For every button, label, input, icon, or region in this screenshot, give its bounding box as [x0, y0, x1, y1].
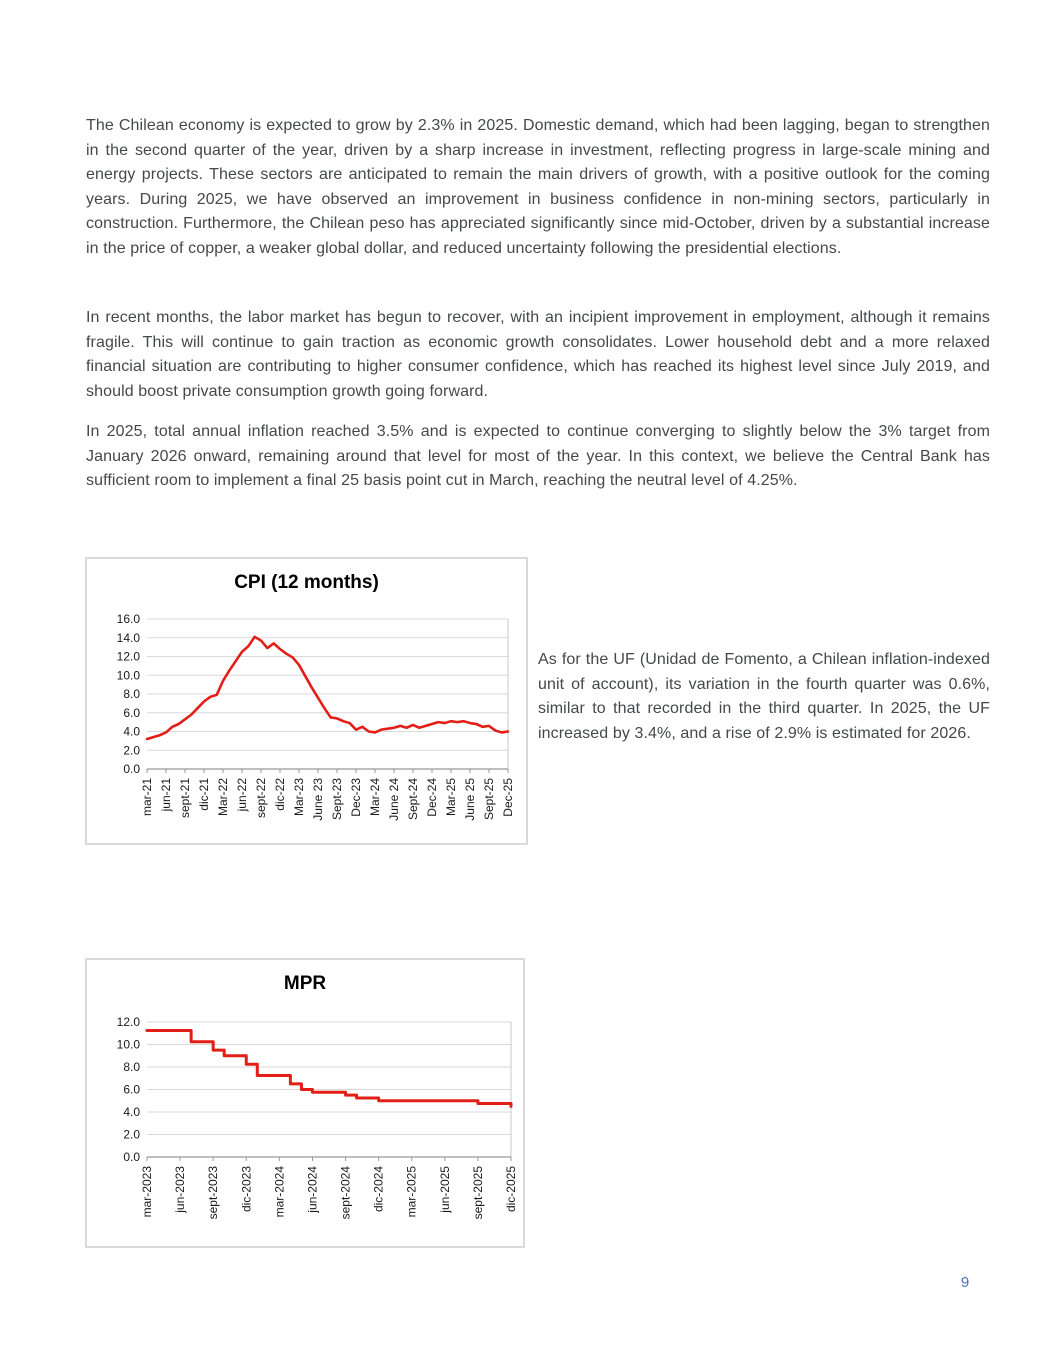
paragraph-growth-outlook: The Chilean economy is expected to grow … [86, 117, 990, 257]
svg-text:4.0: 4.0 [123, 725, 140, 739]
svg-text:dic-21: dic-21 [197, 778, 211, 811]
svg-text:10.0: 10.0 [117, 1038, 141, 1052]
svg-text:0.0: 0.0 [123, 1150, 140, 1164]
svg-text:jun-2025: jun-2025 [438, 1166, 452, 1214]
svg-text:16.0: 16.0 [117, 612, 141, 626]
svg-text:Mar-24: Mar-24 [368, 778, 382, 816]
svg-text:dic-2024: dic-2024 [372, 1166, 386, 1212]
svg-text:8.0: 8.0 [123, 1060, 140, 1074]
svg-text:10.0: 10.0 [117, 668, 141, 682]
svg-text:jun-21: jun-21 [159, 778, 173, 813]
svg-text:Dec-24: Dec-24 [425, 778, 439, 817]
svg-text:mar-2023: mar-2023 [140, 1166, 154, 1218]
page-number: 9 [960, 1274, 970, 1291]
svg-text:6.0: 6.0 [123, 1083, 140, 1097]
svg-text:Sept-23: Sept-23 [330, 778, 344, 820]
svg-text:dic-2023: dic-2023 [239, 1166, 253, 1212]
svg-text:12.0: 12.0 [117, 1015, 141, 1029]
paragraph-uf: As for the UF (Unidad de Fomento, a Chil… [538, 651, 990, 742]
svg-text:jun-2023: jun-2023 [173, 1166, 187, 1214]
svg-text:Dec-23: Dec-23 [349, 778, 363, 817]
svg-text:8.0: 8.0 [123, 687, 140, 701]
svg-text:Mar-22: Mar-22 [216, 778, 230, 816]
svg-text:12.0: 12.0 [117, 650, 141, 664]
svg-text:mar-2025: mar-2025 [405, 1166, 419, 1218]
svg-text:6.0: 6.0 [123, 706, 140, 720]
svg-text:14.0: 14.0 [117, 631, 141, 645]
svg-text:2.0: 2.0 [123, 1128, 140, 1142]
mpr-chart-title: MPR [283, 973, 327, 994]
svg-text:4.0: 4.0 [123, 1105, 140, 1119]
svg-text:sept-2023: sept-2023 [206, 1166, 220, 1220]
paragraph-inflation-policy: In 2025, total annual inflation reached … [86, 423, 990, 489]
svg-text:dic-22: dic-22 [273, 778, 287, 811]
paragraph-labor-market: In recent months, the labor market has b… [86, 309, 990, 400]
svg-text:June 24: June 24 [387, 778, 401, 821]
svg-text:June 23: June 23 [311, 778, 325, 821]
cpi-chart-title: CPI (12 months) [234, 572, 379, 593]
cpi-chart-plot: 0.0 2.0 4.0 6.0 8.0 10.0 12.0 14.0 16.0 mar-21 jun… [117, 612, 515, 821]
svg-text:jun-22: jun-22 [235, 778, 249, 813]
svg-text:Dec-25: Dec-25 [501, 778, 515, 817]
svg-text:Mar-25: Mar-25 [444, 778, 458, 816]
svg-text:sept-22: sept-22 [254, 778, 268, 818]
svg-text:jun-2024: jun-2024 [305, 1166, 319, 1214]
svg-text:sept-2024: sept-2024 [339, 1166, 353, 1220]
svg-text:0.0: 0.0 [123, 762, 140, 776]
svg-text:mar-21: mar-21 [140, 778, 154, 816]
svg-text:2.0: 2.0 [123, 743, 140, 757]
svg-text:sept-2025: sept-2025 [471, 1166, 485, 1220]
svg-text:Sept-24: Sept-24 [406, 778, 420, 820]
svg-text:Sept-25: Sept-25 [482, 778, 496, 820]
svg-text:Mar-23: Mar-23 [292, 778, 306, 816]
svg-text:sept-21: sept-21 [178, 778, 192, 818]
mpr-chart: MPR 0.0 2.0 4.0 6.0 8.0 10.0 12.0 mar-2023 jun-2… [85, 958, 525, 1248]
svg-text:June 25: June 25 [463, 778, 477, 821]
svg-text:mar-2024: mar-2024 [272, 1166, 286, 1218]
cpi-chart: CPI (12 months) 0.0 2.0 4.0 6.0 8.0 10.0 12.0 1… [85, 557, 528, 845]
mpr-chart-plot: 0.0 2.0 4.0 6.0 8.0 10.0 12.0 mar-2023 jun-2023 s… [117, 1015, 518, 1220]
svg-text:dic-2025: dic-2025 [504, 1166, 518, 1212]
